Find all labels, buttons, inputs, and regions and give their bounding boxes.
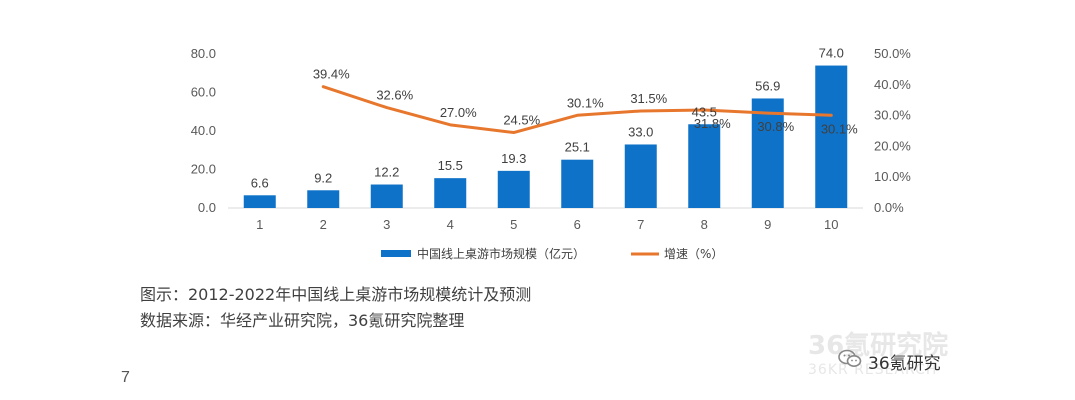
bar-data-label: 56.9 (755, 78, 780, 93)
y-left-tick: 20.0 (191, 162, 216, 177)
bar (624, 144, 657, 208)
bar (561, 159, 594, 208)
y-right-tick: 10.0% (874, 169, 911, 184)
bar (307, 190, 340, 208)
x-tick: 6 (574, 217, 581, 232)
left-axis-ticks: 0.0 20.0 40.0 60.0 80.0 (191, 46, 216, 215)
x-tick: 1 (256, 217, 263, 232)
legend-line-label: 增速（%） (664, 247, 723, 261)
x-tick: 5 (510, 217, 517, 232)
legend-bar-label: 中国线上桌游市场规模（亿元） (417, 246, 585, 261)
watermark-en: 36KR RESEARCH (808, 362, 938, 378)
bar-data-label: 25.1 (565, 140, 590, 155)
line-data-label: 31.8% (694, 116, 731, 131)
bar (815, 65, 848, 208)
y-right-tick: 30.0% (874, 108, 911, 123)
x-tick: 4 (447, 217, 454, 232)
bar-data-label: 33.0 (628, 124, 653, 139)
bar-data-label: 74.0 (819, 46, 844, 61)
wechat-account-name: 36氪研究 (868, 354, 941, 374)
bar (370, 184, 403, 208)
bar-data-labels: 6.6 9.2 12.2 15.5 19.3 25.1 33.0 43.5 56.9 74.0 (251, 46, 844, 191)
watermark: 36氪研究院 (808, 331, 949, 361)
x-tick: 2 (320, 217, 327, 232)
data-source: 数据来源：华经产业研究院，36氪研究院整理 (140, 311, 465, 330)
bar-data-label: 9.2 (314, 170, 332, 185)
y-left-tick: 40.0 (191, 123, 216, 138)
x-tick: 3 (383, 217, 390, 232)
line-data-label: 30.8% (757, 119, 794, 134)
line-data-label: 30.1% (821, 121, 858, 136)
figure-caption: 图示：2012-2022年中国线上桌游市场规模统计及预测 (140, 285, 532, 304)
growth-line-series (321, 85, 833, 135)
x-axis-ticks: 1 2 3 4 5 6 7 8 9 10 (256, 217, 838, 232)
line-data-label: 39.4% (313, 67, 350, 82)
y-left-tick: 0.0 (198, 200, 216, 215)
y-right-tick: 40.0% (874, 77, 911, 92)
line-data-labels: 39.4% 32.6% 27.0% 24.5% 30.1% 31.5% 31.8% 30.8%… (313, 67, 858, 137)
wechat-icon (838, 349, 862, 374)
bar-data-label: 43.5 (692, 104, 717, 119)
line-data-label: 31.5% (630, 91, 667, 106)
bar-data-label: 15.5 (438, 158, 463, 173)
line-data-label: 30.1% (567, 95, 604, 110)
legend-bar-swatch (381, 250, 411, 257)
line-data-label: 27.0% (440, 105, 477, 120)
x-tick: 9 (764, 217, 771, 232)
bar (243, 195, 276, 208)
y-left-tick: 60.0 (191, 85, 216, 100)
y-left-tick: 80.0 (191, 46, 216, 61)
bar-data-label: 6.6 (251, 175, 269, 190)
growth-line (321, 85, 833, 135)
bar-data-label: 19.3 (501, 151, 526, 166)
x-tick: 7 (637, 217, 644, 232)
legend: 中国线上桌游市场规模（亿元） 增速（%） (381, 246, 723, 261)
bar (751, 98, 784, 208)
y-right-tick: 20.0% (874, 138, 911, 153)
y-right-tick: 0.0% (874, 200, 904, 215)
bar-data-label: 12.2 (374, 165, 399, 180)
x-tick: 10 (824, 217, 838, 232)
right-axis-ticks: 0.0% 10.0% 20.0% 30.0% 40.0% 50.0% (874, 46, 911, 215)
bar (434, 178, 467, 208)
bar-series (243, 65, 848, 208)
wechat-badge: 36氪研究 (838, 349, 941, 374)
bar (497, 170, 530, 208)
line-data-label: 32.6% (376, 88, 413, 103)
x-tick: 8 (701, 217, 708, 232)
chart: 0.0 20.0 40.0 60.0 80.0 0.0% 10.0% 20.0% 30.0% 4… (191, 46, 912, 261)
y-right-tick: 50.0% (874, 46, 911, 61)
line-data-label: 24.5% (503, 113, 540, 128)
bar (688, 124, 721, 208)
page-number: 7 (121, 369, 130, 386)
